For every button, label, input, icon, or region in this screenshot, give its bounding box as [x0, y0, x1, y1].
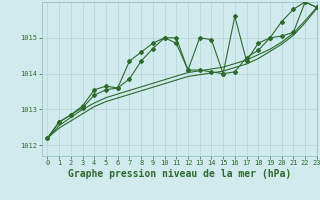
- X-axis label: Graphe pression niveau de la mer (hPa): Graphe pression niveau de la mer (hPa): [68, 169, 291, 179]
